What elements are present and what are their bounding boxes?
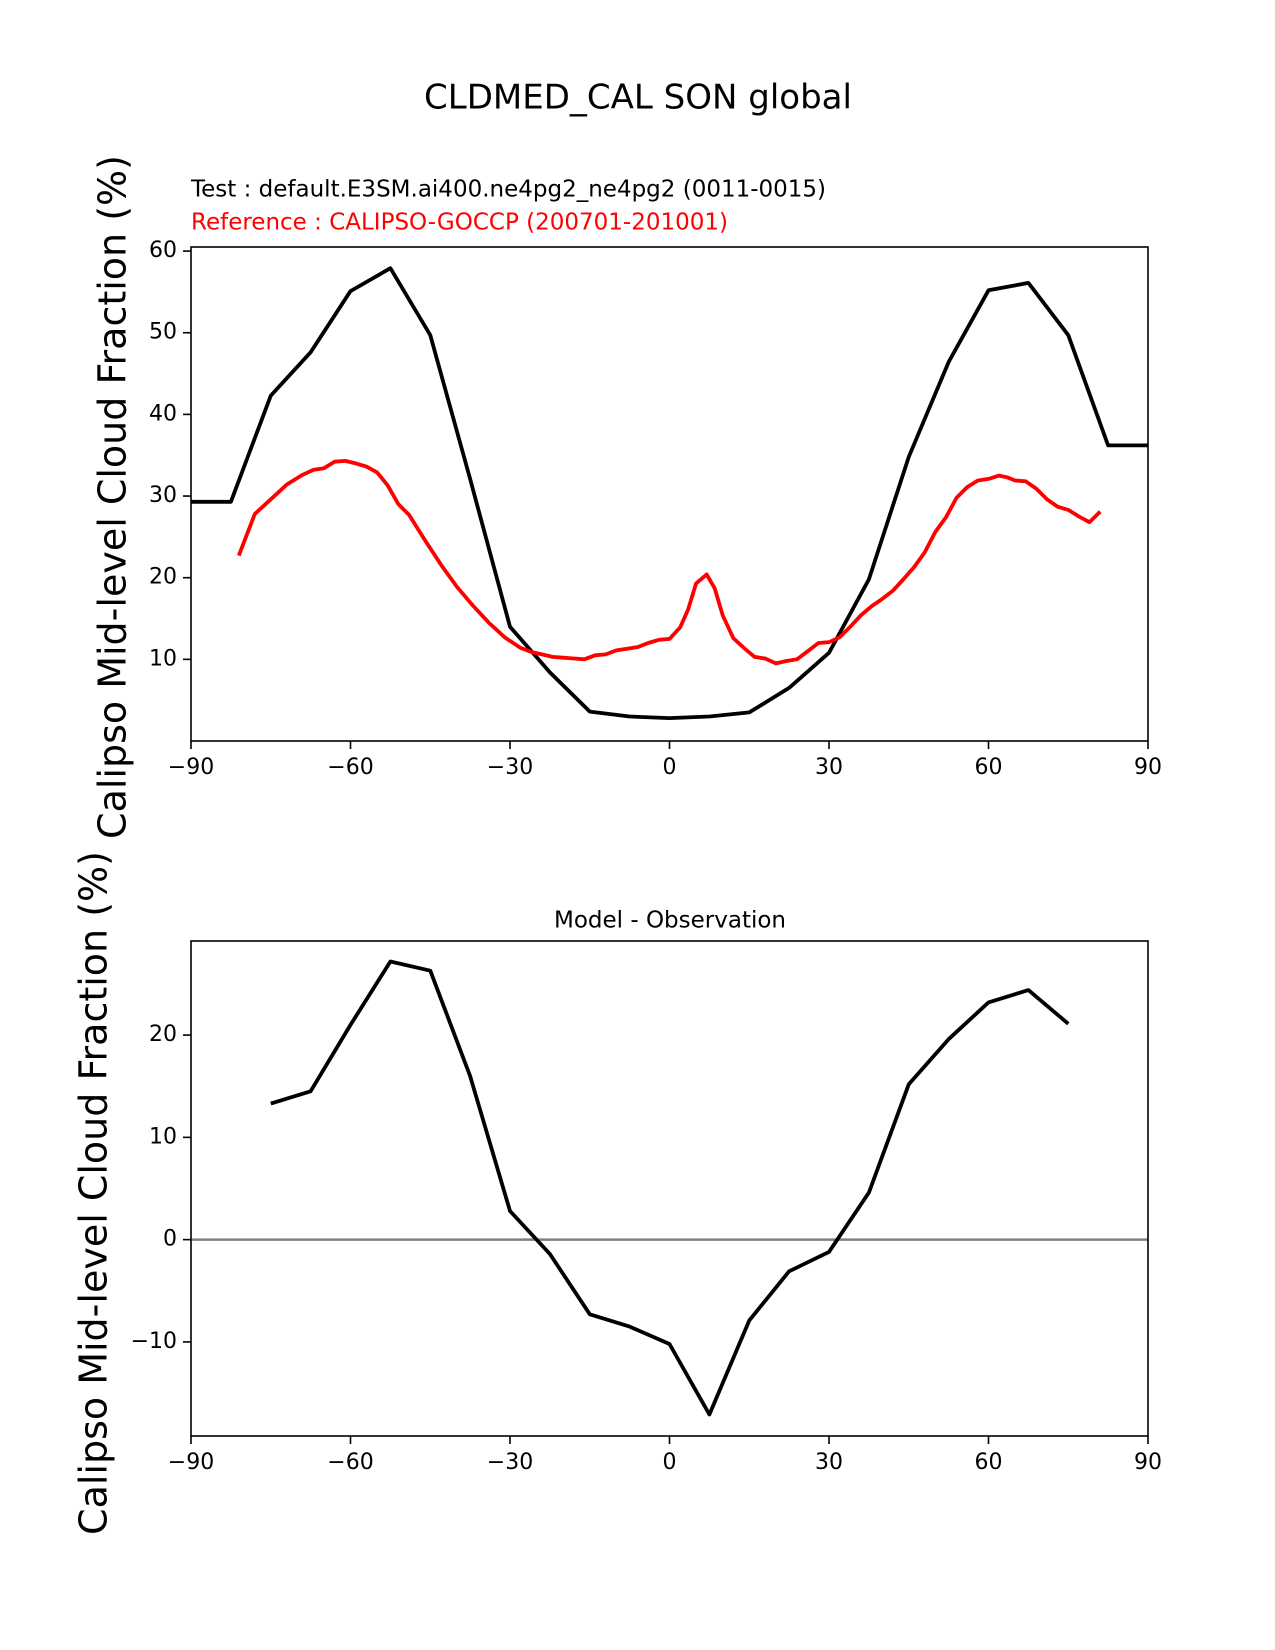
reference-label: Reference : CALIPSO-GOCCP (200701-201001…	[191, 210, 728, 236]
top-test-line	[191, 266, 1148, 720]
bottom-difference-line	[270, 959, 1070, 1417]
top-y-tick-label: 60	[149, 238, 177, 263]
figure-title: CLDMED_CAL SON global	[424, 78, 852, 118]
bottom-x-tick-label: −90	[168, 1450, 214, 1475]
bottom-axes-frame	[190, 940, 1149, 1437]
top-y-tick-label: 30	[149, 483, 177, 508]
top-y-axis-label: Calipso Mid-level Cloud Fraction (%)	[91, 155, 135, 839]
top-x-tick-label: 30	[815, 755, 843, 780]
top-panel: Test : default.E3SM.ai400.ne4pg2_ne4pg2 …	[91, 155, 1163, 839]
top-x-tick-label: −60	[327, 755, 373, 780]
bottom-y-tick-label: 20	[149, 1022, 177, 1047]
bottom-x-tick-label: 0	[663, 1450, 677, 1475]
bottom-panel: Model - Observation Calipso Mid-level Cl…	[72, 851, 1163, 1535]
top-x-tick-label: −30	[487, 755, 533, 780]
top-y-tick-label: 10	[149, 646, 177, 671]
test-label: Test : default.E3SM.ai400.ne4pg2_ne4pg2 …	[190, 177, 826, 203]
top-y-tick-label: 40	[149, 401, 177, 426]
top-plot-area: −90 −60 −30 0 30 60 90 10 20 30 40 50 60	[149, 238, 1162, 780]
top-y-tick-label: 50	[149, 320, 177, 345]
top-reference-line	[237, 458, 1102, 666]
top-x-tick-label: −90	[168, 755, 214, 780]
top-x-tick-label: 60	[975, 755, 1003, 780]
bottom-y-tick-label: −10	[131, 1329, 177, 1354]
bottom-plot-area: −90 −60 −30 0 30 60 90 −10 0 10 20	[131, 940, 1162, 1475]
bottom-x-tick-label: −60	[327, 1450, 373, 1475]
bottom-x-tick-label: 60	[975, 1450, 1003, 1475]
top-x-tick-label: 90	[1134, 755, 1162, 780]
bottom-y-axis-label: Calipso Mid-level Cloud Fraction (%)	[72, 851, 116, 1535]
top-y-tick-label: 20	[149, 565, 177, 590]
bottom-y-tick-label: 0	[163, 1227, 177, 1252]
bottom-x-tick-label: −30	[487, 1450, 533, 1475]
bottom-panel-title: Model - Observation	[554, 908, 786, 934]
top-x-tick-label: 0	[663, 755, 677, 780]
bottom-y-tick-label: 10	[149, 1124, 177, 1149]
top-axes-frame	[190, 246, 1149, 742]
bottom-x-tick-label: 90	[1134, 1450, 1162, 1475]
bottom-x-tick-label: 30	[815, 1450, 843, 1475]
